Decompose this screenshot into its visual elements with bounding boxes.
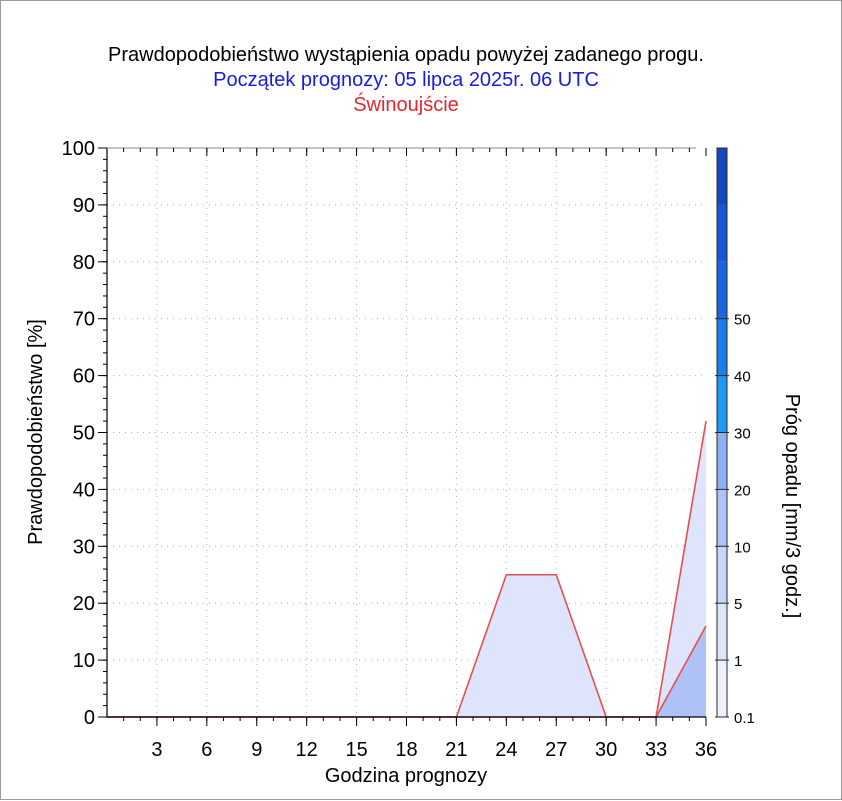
- x-axis-label: Godzina prognozy: [325, 765, 487, 787]
- plot-area: [107, 148, 706, 717]
- series-area: [107, 421, 706, 717]
- colorbar-segment: [717, 261, 727, 319]
- station-name: Świnoujście: [353, 94, 459, 116]
- colorbar-segment: [717, 148, 727, 205]
- x-tick-label: 6: [201, 739, 212, 761]
- colorbar-segment: [717, 375, 727, 433]
- y-tick-label: 100: [62, 138, 95, 160]
- colorbar-tick-label: 0.1: [734, 710, 755, 727]
- y-tick-label: 30: [73, 536, 95, 558]
- colorbar-segment: [717, 204, 727, 262]
- x-tick-label: 30: [595, 739, 617, 761]
- x-tick-label: 21: [445, 739, 467, 761]
- x-tick-label: 24: [495, 739, 517, 761]
- y-tick-label: 40: [73, 479, 95, 501]
- threshold-colorbar: 0.1 1 5 10 20 30 40 50: [715, 147, 755, 727]
- x-tick-label: 27: [545, 739, 567, 761]
- y-tick-label: 90: [73, 195, 95, 217]
- x-tick-label: 33: [645, 739, 667, 761]
- y-tick-label: 10: [73, 650, 95, 672]
- x-tick-label: 15: [345, 739, 367, 761]
- chart-subtitle: Początek prognozy: 05 lipca 2025r. 06 UT…: [213, 69, 599, 91]
- y-tick-label: 70: [73, 309, 95, 331]
- colorbar-segment: [717, 546, 727, 604]
- colorbar-segment: [717, 318, 727, 376]
- y-tick-label: 20: [73, 593, 95, 615]
- colorbar-segment: [717, 432, 727, 490]
- x-tick-label: 9: [251, 739, 262, 761]
- colorbar-tick-label: 1: [734, 653, 742, 670]
- colorbar-tick-label: 10: [734, 539, 751, 556]
- colorbar-segment: [717, 603, 727, 661]
- x-tick-label: 3: [151, 739, 162, 761]
- series-areas: [107, 421, 706, 717]
- colorbar-label: Próg opadu [mm/3 godz.]: [781, 394, 803, 619]
- colorbar-tick-label: 50: [734, 312, 751, 329]
- y-tick-label: 60: [73, 366, 95, 388]
- y-tick-label: 80: [73, 252, 95, 274]
- chart-title: Prawdopodobieństwo wystąpienia opadu pow…: [108, 44, 704, 66]
- colorbar-segment: [717, 660, 727, 717]
- colorbar-tick-label: 40: [734, 369, 751, 386]
- y-axis-label: Prawdopodobieństwo [%]: [25, 319, 47, 545]
- colorbar-tick-label: 5: [734, 596, 742, 613]
- x-tick-label: 12: [296, 739, 318, 761]
- x-tick-label: 36: [695, 739, 717, 761]
- x-tick-label: 18: [395, 739, 417, 761]
- colorbar-tick-label: 30: [734, 426, 751, 443]
- y-tick-label: 0: [84, 707, 95, 729]
- colorbar-segment: [717, 489, 727, 547]
- y-tick-label: 50: [73, 423, 95, 445]
- colorbar-tick-label: 20: [734, 482, 751, 499]
